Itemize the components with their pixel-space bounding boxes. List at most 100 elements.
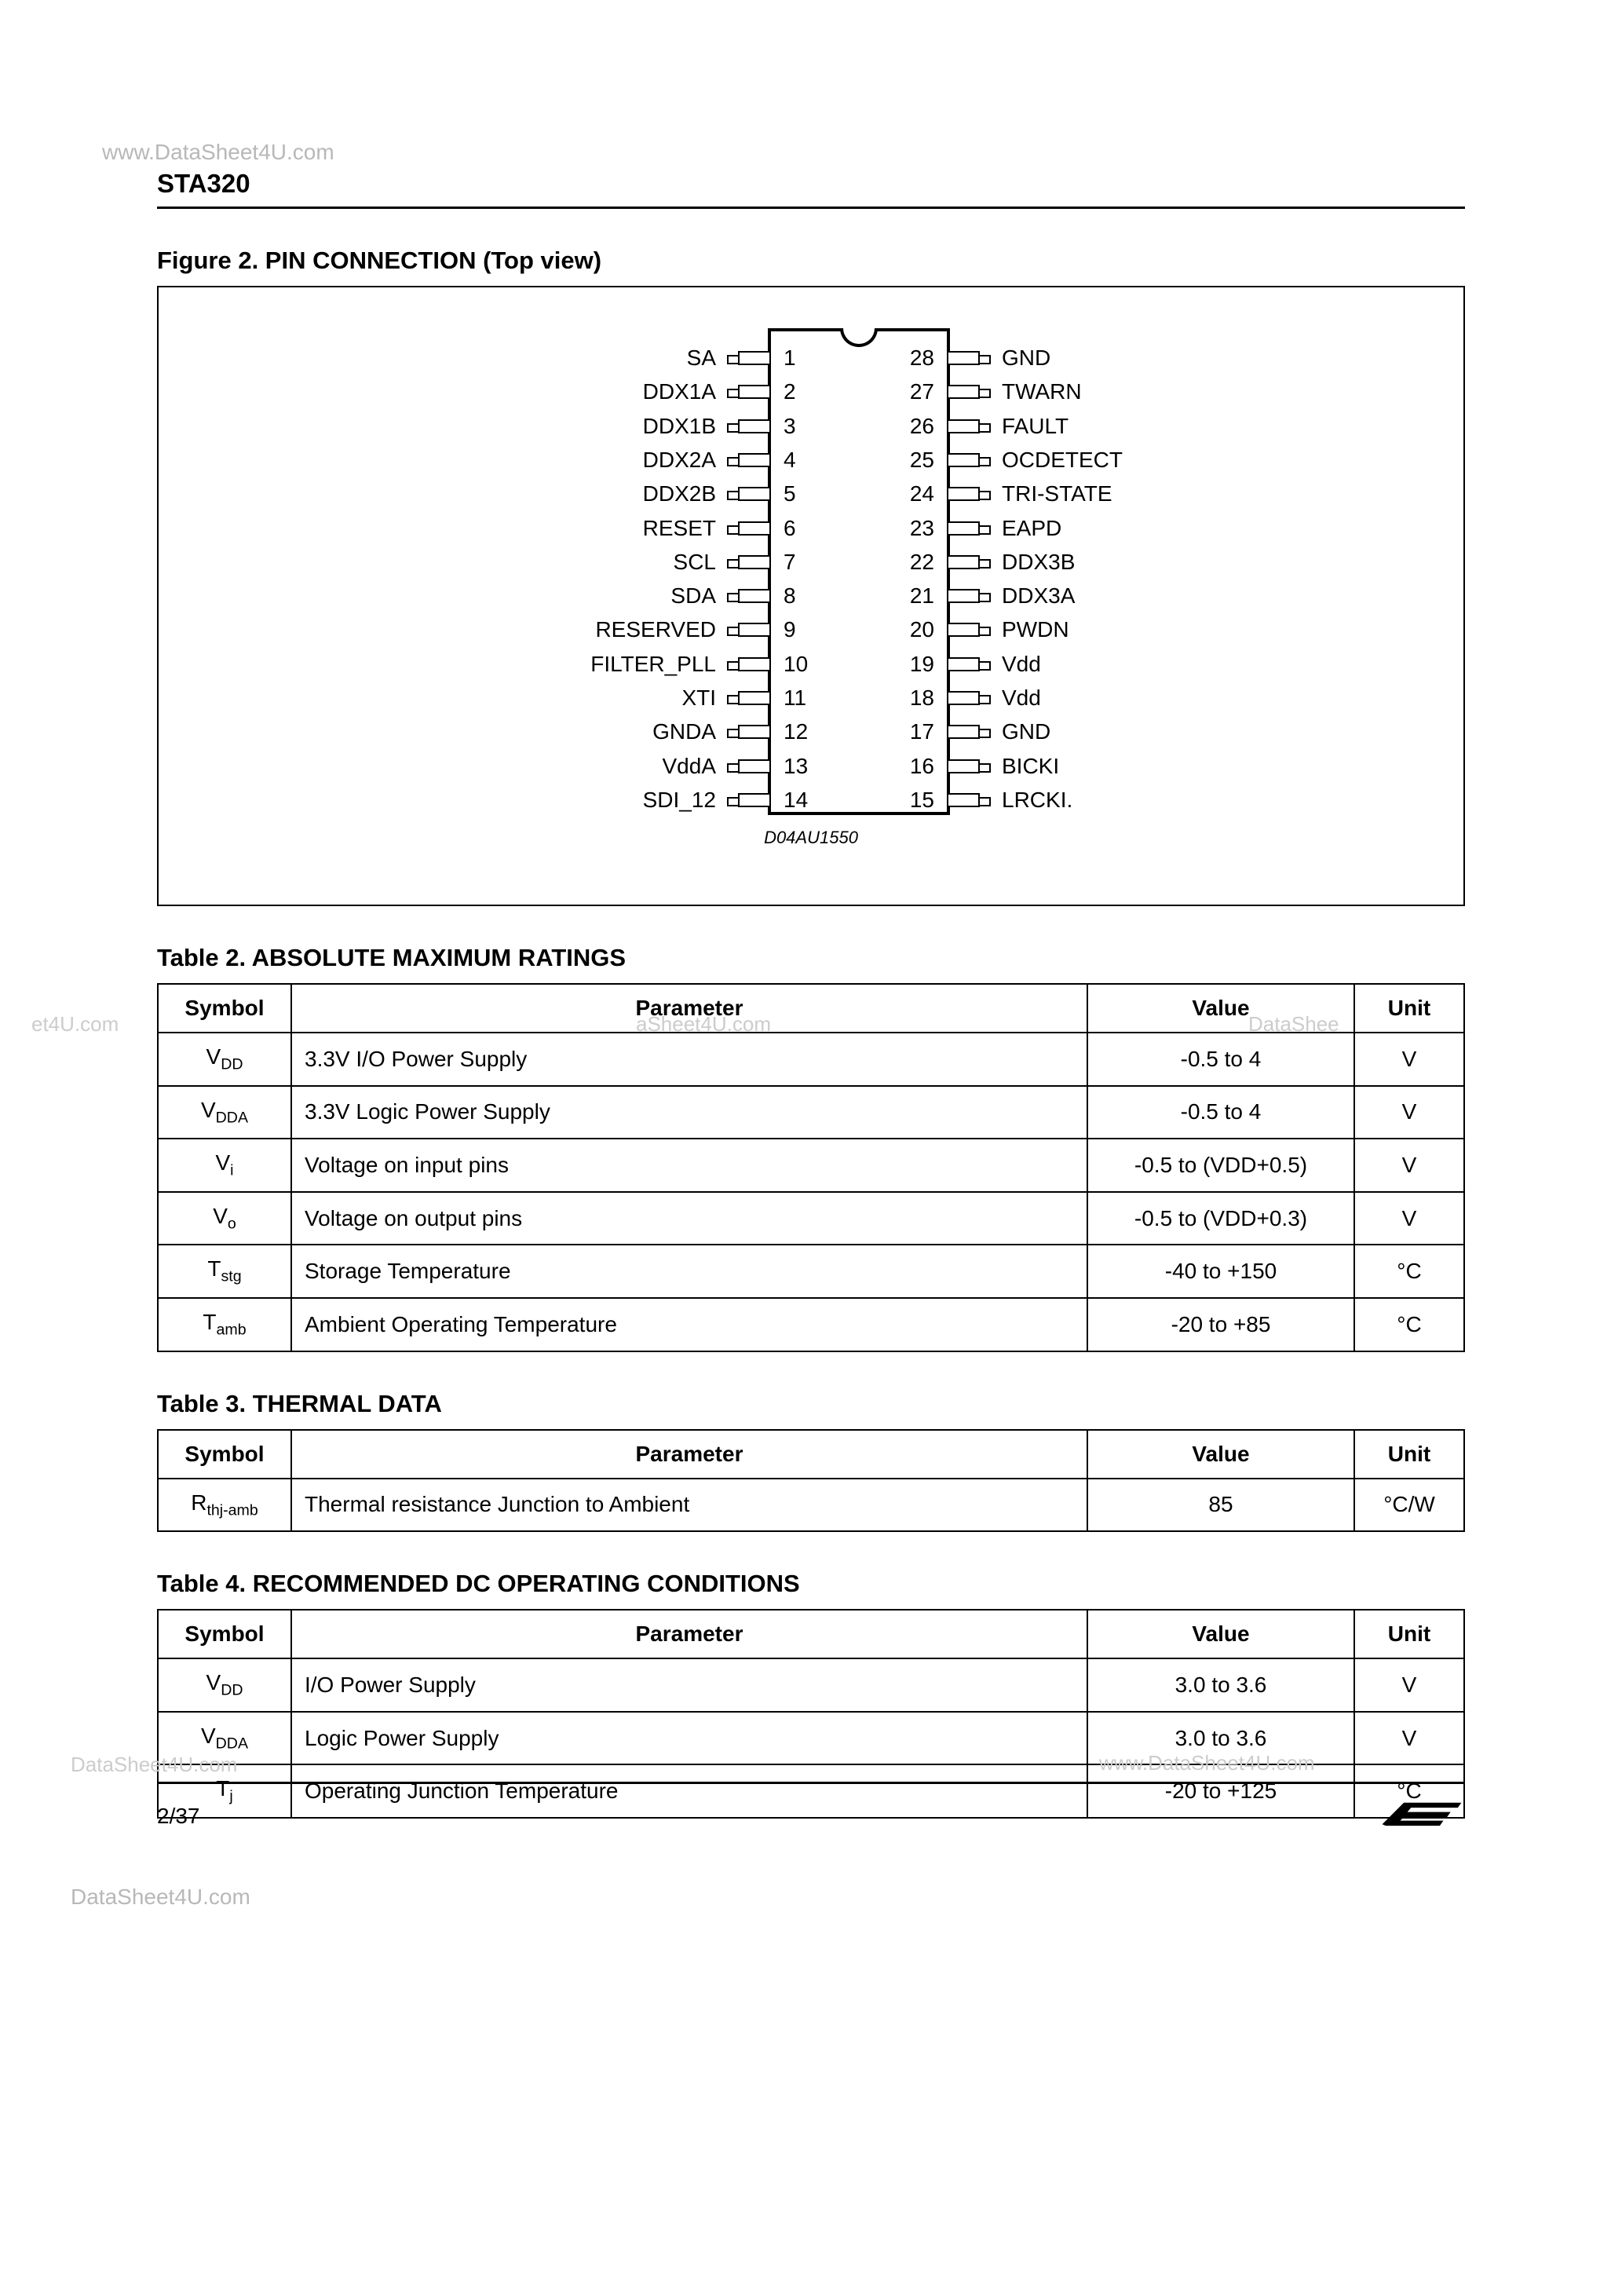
parameter-cell: 3.3V I/O Power Supply [291,1033,1087,1086]
figure-title: Figure 2. PIN CONNECTION (Top view) [157,247,1465,275]
pin-row-right: 18Vdd [771,681,947,715]
pin-stub-icon [738,521,771,536]
table-row: VoVoltage on output pins-0.5 to (VDD+0.3… [158,1192,1464,1245]
watermark-mid-center: aSheet4U.com [636,1012,771,1036]
pin-label: SDI_12 [643,788,716,813]
pin-label: LRCKI. [1002,788,1072,813]
pin-stub-icon [947,691,980,705]
pin-label: TRI-STATE [1002,481,1112,506]
pin-stub-icon [738,385,771,399]
parameter-cell: Thermal resistance Junction to Ambient [291,1479,1087,1532]
pin-stub-icon [947,589,980,603]
value-cell: -0.5 to 4 [1087,1033,1354,1086]
chip-outline: SA1DDX1A2DDX1B3DDX2A4DDX2B5RESET6SCL7SDA… [768,328,950,815]
symbol-cell: Vo [158,1192,291,1245]
pin-row-right: 26FAULT [771,409,947,444]
pin-label: PWDN [1002,617,1069,642]
pin-stub-icon [738,725,771,739]
parameter-cell: Voltage on input pins [291,1139,1087,1192]
table-absolute-maximum-ratings: SymbolParameterValueUnit VDD3.3V I/O Pow… [157,983,1465,1352]
pin-stub-icon [738,589,771,603]
table-row: TstgStorage Temperature-40 to +150°C [158,1245,1464,1298]
pin-number: 23 [910,516,934,541]
pin-stub-icon [738,351,771,365]
unit-cell: V [1354,1192,1464,1245]
pin-label: DDX1A [643,379,716,404]
value-cell: -0.5 to (VDD+0.3) [1087,1192,1354,1245]
pin-stub-icon [947,351,980,365]
pin-label: FILTER_PLL [590,652,716,677]
pin-row-right: 15LRCKI. [771,783,947,817]
pin-number: 16 [910,754,934,779]
pin-label: OCDETECT [1002,448,1123,473]
table4-title: Table 4. RECOMMENDED DC OPERATING CONDIT… [157,1570,1465,1598]
unit-cell: V [1354,1139,1464,1192]
table-header-cell: Parameter [291,1430,1087,1479]
pin-label: XTI [681,686,716,711]
pin-row-right: 16BICKI [771,749,947,784]
value-cell: -0.5 to (VDD+0.5) [1087,1139,1354,1192]
unit-cell: V [1354,1712,1464,1765]
unit-cell: °C [1354,1298,1464,1351]
pin-row-right: 17GND [771,715,947,749]
pin-row-right: 24TRI-STATE [771,477,947,511]
unit-cell: °C/W [1354,1479,1464,1532]
pin-label: SCL [674,550,716,575]
unit-cell: V [1354,1033,1464,1086]
pin-stub-icon [738,759,771,773]
pin-stub-icon [947,657,980,671]
table-header-cell: Value [1087,1430,1354,1479]
watermark-bot-right: www.DataSheet4U.com [1099,1751,1315,1775]
table-header-cell: Unit [1354,984,1464,1033]
value-cell: -40 to +150 [1087,1245,1354,1298]
pin-row-right: 27TWARN [771,375,947,409]
pin-row-right: 19Vdd [771,647,947,682]
table-row: ViVoltage on input pins-0.5 to (VDD+0.5)… [158,1139,1464,1192]
watermark-bot-left: DataSheet4U.com [71,1753,237,1777]
pin-row-right: 25OCDETECT [771,443,947,477]
table-header-cell: Symbol [158,1430,291,1479]
value-cell: -20 to +85 [1087,1298,1354,1351]
table-header-cell: Parameter [291,1610,1087,1658]
symbol-cell: Vi [158,1139,291,1192]
st-logo-icon [1379,1792,1465,1841]
pin-label: SA [687,345,716,371]
watermark-mid-right: DataShee [1248,1012,1339,1036]
table-header-cell: Symbol [158,984,291,1033]
figure-code: D04AU1550 [764,828,858,848]
unit-cell: V [1354,1658,1464,1712]
pin-stub-icon [738,793,771,807]
pin-stub-icon [738,419,771,433]
pin-label: Vdd [1002,652,1041,677]
pin-row-right: 22DDX3B [771,545,947,579]
pin-number: 27 [910,379,934,404]
pin-stub-icon [738,555,771,569]
page-footer: 2/37 [157,1782,1465,1841]
unit-cell: °C [1354,1245,1464,1298]
pin-stub-icon [947,623,980,637]
watermark-mid-left: et4U.com [31,1012,119,1036]
watermark-top: www.DataSheet4U.com [102,140,334,165]
value-cell: -0.5 to 4 [1087,1086,1354,1139]
page-number: 2/37 [157,1804,200,1829]
pin-number: 28 [910,345,934,371]
pin-stub-icon [947,759,980,773]
value-cell: 3.0 to 3.6 [1087,1658,1354,1712]
pin-label: RESET [643,516,716,541]
pin-number: 15 [910,788,934,813]
datasheet-page: www.DataSheet4U.com et4U.com aSheet4U.co… [0,0,1622,2296]
pin-row-right: 28GND [771,341,947,375]
parameter-cell: 3.3V Logic Power Supply [291,1086,1087,1139]
pin-label: BICKI [1002,754,1059,779]
parameter-cell: Storage Temperature [291,1245,1087,1298]
table3-title: Table 3. THERMAL DATA [157,1390,1465,1418]
pin-stub-icon [947,555,980,569]
pin-number: 24 [910,481,934,506]
table-thermal-data: SymbolParameterValueUnit Rthj-ambThermal… [157,1429,1465,1533]
symbol-cell: Tstg [158,1245,291,1298]
symbol-cell: VDDA [158,1086,291,1139]
table2-title: Table 2. ABSOLUTE MAXIMUM RATINGS [157,944,1465,972]
pin-stub-icon [738,657,771,671]
pin-stub-icon [738,623,771,637]
pin-stub-icon [947,725,980,739]
